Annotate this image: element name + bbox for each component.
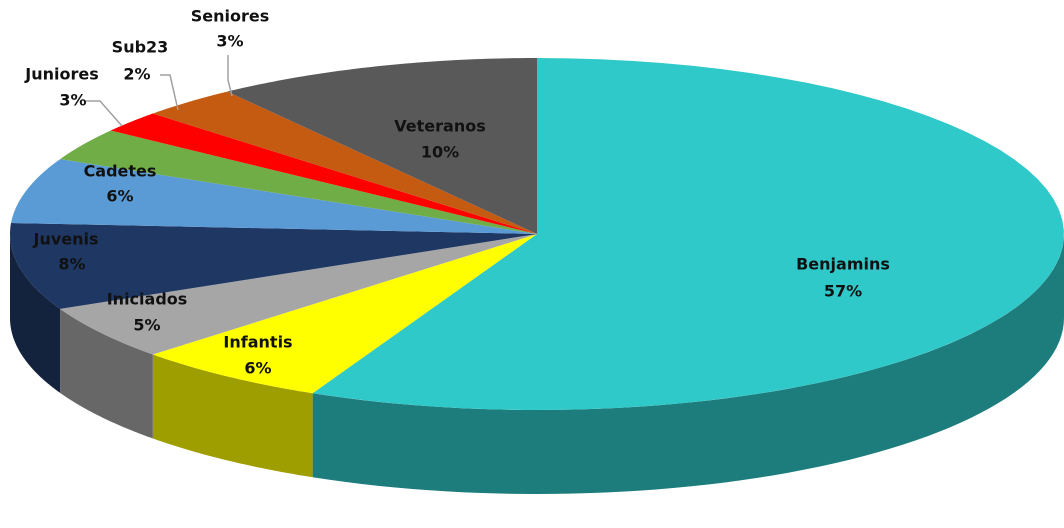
leader-line <box>227 55 233 97</box>
slice <box>152 91 537 234</box>
value-label: 8% <box>58 255 85 274</box>
slice-sides <box>10 234 1064 494</box>
slice-label: Juvenis <box>32 230 98 249</box>
slice-side <box>312 234 1064 494</box>
slice <box>312 58 1064 410</box>
slice-label: Juniores <box>24 65 98 84</box>
slice-label: Seniores <box>191 7 270 26</box>
slice-label: Veteranos <box>394 117 485 136</box>
value-label: 5% <box>133 316 160 335</box>
leader-line <box>86 100 123 127</box>
leader-line <box>160 74 179 111</box>
value-label: 10% <box>421 143 459 162</box>
slice-label: Iniciados <box>107 290 188 309</box>
leader-lines <box>86 55 233 127</box>
value-label: 57% <box>824 282 862 301</box>
slice <box>227 58 537 234</box>
slice <box>11 159 537 234</box>
slice <box>110 113 537 234</box>
slice <box>152 234 537 394</box>
slice-label: Cadetes <box>84 162 157 181</box>
value-label: 6% <box>106 187 133 206</box>
slice-side <box>10 234 61 393</box>
slice <box>60 234 538 355</box>
slice-label: Infantis <box>223 333 292 352</box>
slice <box>60 130 538 234</box>
slice-side <box>152 354 313 478</box>
slice <box>10 222 537 309</box>
slice-label: Sub23 <box>112 38 169 57</box>
value-label: 3% <box>59 91 86 110</box>
value-label: 2% <box>123 65 150 84</box>
slice-tops <box>10 58 1064 410</box>
value-label: 3% <box>216 32 243 51</box>
slice-label: Benjamins <box>796 255 890 274</box>
value-label: 6% <box>244 359 271 378</box>
slice-side <box>60 308 153 439</box>
